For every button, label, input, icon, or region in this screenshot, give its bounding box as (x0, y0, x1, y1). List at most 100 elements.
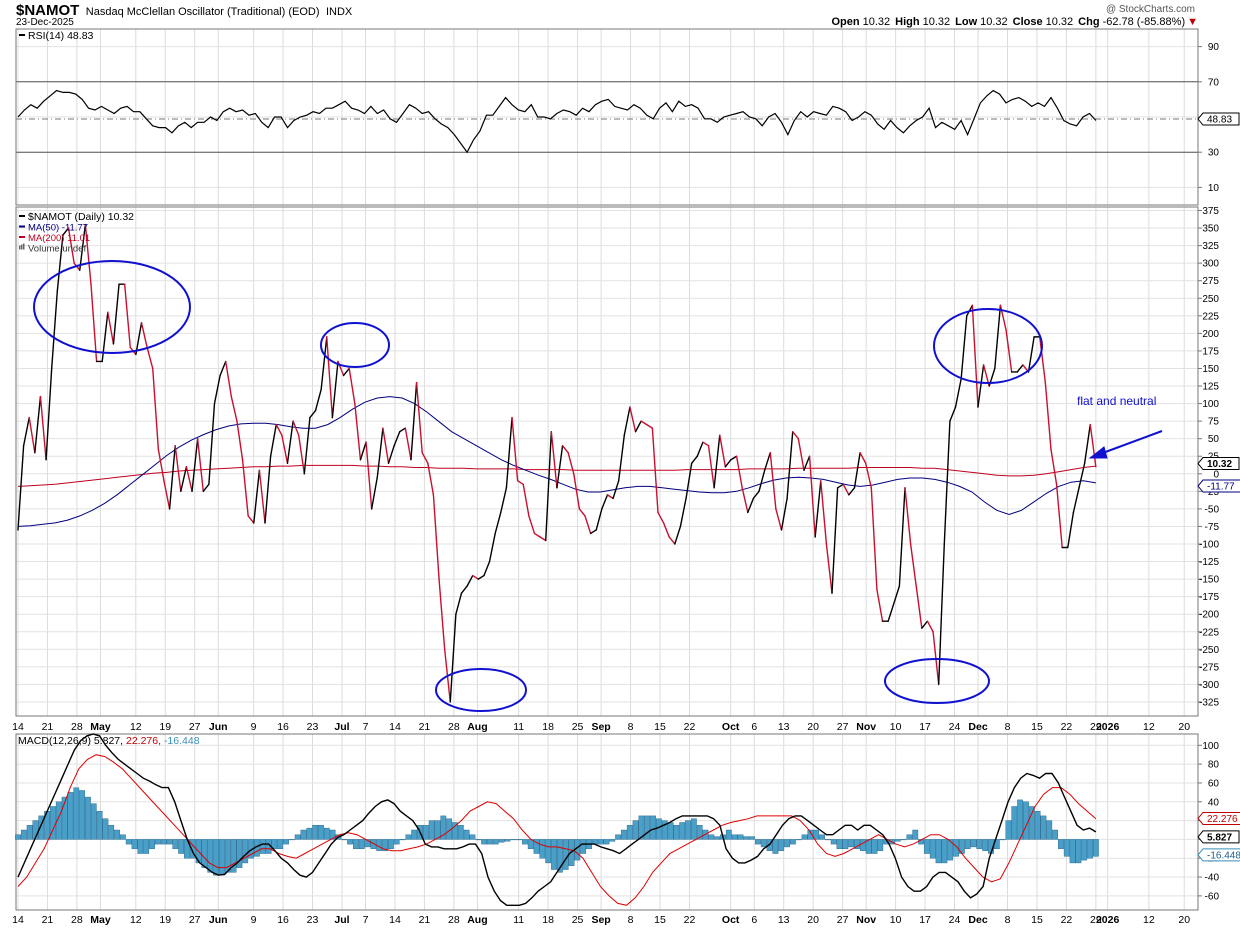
x-tick-label: 16 (277, 914, 289, 926)
macd-histogram-bar (166, 839, 173, 845)
x-tick-label: 6 (751, 914, 757, 926)
macd-histogram-bar (1034, 810, 1041, 840)
change-down-icon: ▼ (1187, 16, 1198, 28)
macd-histogram-bar (1023, 801, 1029, 840)
macd-histogram-bar (469, 834, 476, 840)
macd-histogram-bar (562, 839, 569, 870)
rsi-last-value-tag-text: 48.83 (1207, 115, 1232, 126)
main-y-tick-label: 125 (1202, 382, 1219, 393)
macd-histogram-bar (323, 827, 330, 840)
namot-segment (533, 532, 541, 538)
namot-segment (848, 487, 856, 496)
macd-histogram-bar (149, 839, 155, 850)
x-tick-label: Sep (591, 914, 610, 926)
macd-histogram-bar (714, 836, 721, 840)
x-tick-label: 23 (307, 914, 319, 926)
main-legend-entry: MA(200) 11.01 (28, 233, 90, 244)
macd-histogram-bar (143, 839, 150, 854)
macd-histogram-bar (941, 839, 948, 864)
macd-histogram-bar (405, 834, 412, 840)
namot-segment (140, 322, 148, 349)
macd-histogram-bar (871, 839, 878, 854)
x-tick-label: 28 (448, 914, 460, 926)
x-tick-label: 20 (1178, 914, 1190, 926)
namot-segment (1005, 329, 1013, 373)
macd-histogram-bar (347, 839, 353, 845)
namot-segment (348, 367, 356, 405)
namot-segment (472, 574, 480, 580)
namot-segment (152, 367, 160, 450)
macd-histogram-bar (778, 839, 785, 851)
annotation-arrow-shaft (1099, 430, 1163, 455)
highlight-ellipse (933, 308, 1043, 384)
macd-histogram-bar (824, 839, 831, 841)
namot-segment (561, 445, 569, 454)
ohlc-readout: Open 10.32 High 10.32 Low 10.32 Close 10.32 Chg -… (832, 16, 1199, 28)
x-tick-label: 20 (807, 914, 819, 926)
main-y-tick-label: 150 (1202, 364, 1219, 375)
x-tick-label: 10 (890, 914, 902, 926)
ohlc-label-close: Close (1012, 16, 1043, 28)
volume-legend-icon (21, 244, 23, 250)
namot-segment (370, 476, 378, 510)
namot-segment (662, 522, 670, 538)
macd-last-value-1-tag-text: 5.827 (1207, 833, 1232, 844)
ma50-line (17, 396, 1096, 527)
x-tick-label: 8 (1005, 721, 1011, 733)
namot-segment (567, 452, 575, 475)
namot-segment (427, 462, 435, 496)
namot-segment (820, 480, 828, 545)
macd-histogram-bar (964, 839, 971, 850)
x-tick-label: Oct (722, 721, 740, 733)
macd-histogram-bar (632, 820, 639, 840)
x-tick-label: 22 (684, 914, 696, 926)
namot-segment (505, 416, 513, 489)
macd-histogram-bar (329, 829, 336, 840)
namot-segment (62, 227, 70, 236)
macd-histogram-bar (737, 834, 744, 840)
namot-segment (1039, 336, 1047, 384)
macd-histogram-bar (230, 839, 237, 873)
namot-segment (977, 364, 985, 408)
rsi-line (17, 89, 1097, 154)
namot-segment (578, 508, 586, 517)
namot-segment (281, 434, 289, 464)
namot-segment (550, 430, 558, 489)
macd-histogram-bar (498, 839, 505, 843)
namot-segment (752, 490, 760, 500)
namot-segment (556, 445, 564, 489)
ohlc-value-open: 10.32 (862, 16, 891, 28)
macd-histogram-bar (102, 818, 109, 840)
x-tick-label: 17 (919, 914, 931, 926)
x-tick-label: Aug (467, 914, 487, 926)
namot-segment (123, 283, 131, 349)
macd-histogram-bar (539, 839, 546, 859)
namot-segment (376, 427, 384, 478)
macd-histogram-bar (242, 839, 249, 864)
x-tick-label: Oct (722, 914, 740, 926)
rsi-legend: RSI(14) 48.83 (28, 30, 94, 42)
x-tick-label: 7 (363, 721, 369, 733)
namot-segment (702, 441, 710, 447)
macd-histogram-bar (894, 839, 901, 842)
annotation-arrow-head (1088, 446, 1108, 459)
namot-segment (646, 423, 654, 429)
x-tick-label: 11 (513, 914, 524, 926)
namot-segment (241, 459, 249, 517)
namot-segment (174, 445, 182, 493)
namot-segment (960, 315, 968, 380)
namot-segment (1016, 364, 1024, 373)
macd-histogram-bar (1092, 839, 1099, 857)
namot-segment (1067, 511, 1075, 549)
main-y-tick-label: -275 (1199, 662, 1219, 673)
macd-histogram-bar (999, 839, 1006, 841)
macd-legend-part: MACD(12,26,9) (18, 735, 94, 747)
namot-segment (1072, 487, 1080, 514)
namot-segment (393, 430, 401, 447)
namot-segment (853, 452, 861, 489)
macd-histogram-bar (26, 825, 33, 840)
rsi-last-value-tag-box (1197, 112, 1240, 126)
macd-histogram-bar (755, 839, 761, 845)
macd-histogram-bar (580, 839, 587, 854)
